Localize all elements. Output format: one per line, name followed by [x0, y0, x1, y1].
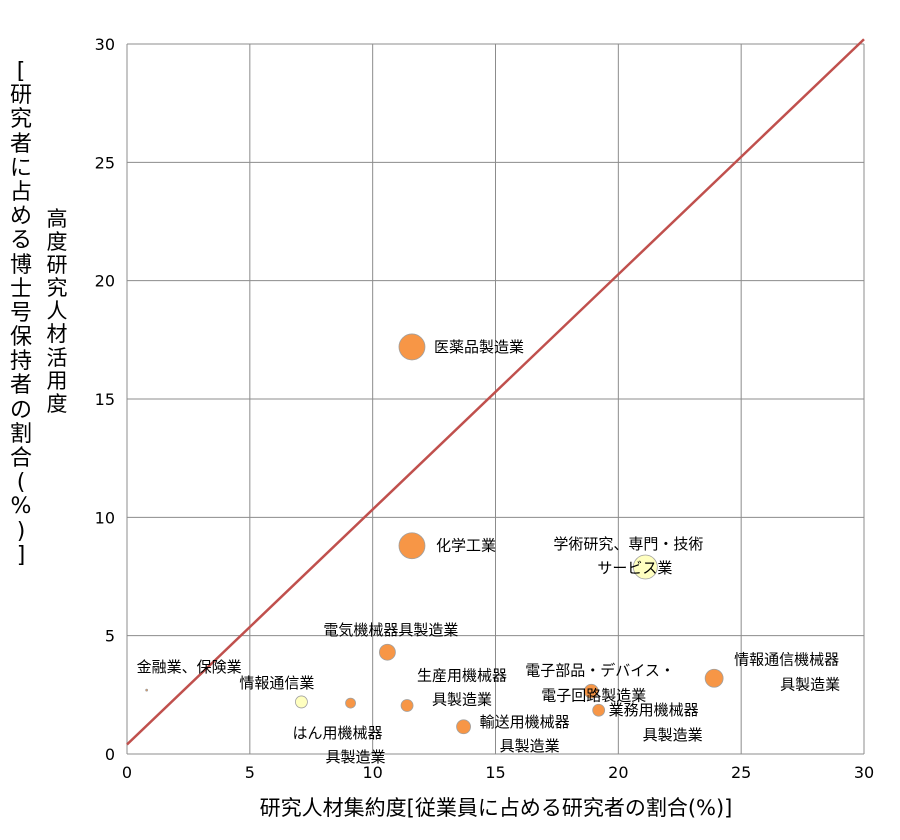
data-label: 情報通信業	[239, 674, 314, 692]
data-point	[379, 643, 396, 661]
data-label: 電子部品・デバイス・	[525, 661, 675, 679]
data-label: 学術研究、専門・技術	[553, 535, 703, 553]
data-point	[400, 699, 414, 712]
x-tick-label: 15	[485, 763, 505, 782]
data-points	[145, 333, 724, 735]
data-label: 電子回路製造業	[541, 686, 646, 704]
x-tick-label: 20	[608, 763, 628, 782]
x-axis-title: 研究人材集約度[従業員に占める研究者の割合(%)]	[260, 796, 733, 820]
x-tick-label: 0	[122, 763, 132, 782]
data-point	[592, 703, 606, 717]
data-label: 電気機械器具製造業	[323, 621, 458, 639]
y-tick-label: 0	[105, 745, 115, 764]
x-tick-label: 30	[854, 763, 874, 782]
data-label: 具製造業	[500, 737, 560, 755]
data-label: 輸送用機械器	[480, 713, 570, 731]
y-tick-label: 30	[95, 35, 115, 54]
data-label: サービス業	[597, 559, 672, 577]
diagonal-reference-line	[126, 38, 865, 746]
tick-labels: 0 5 10 15 20 25 30 0 5 10 15 20 25 30	[95, 35, 875, 782]
data-point	[632, 554, 658, 580]
axes	[126, 44, 864, 755]
data-label: 情報通信機械器	[734, 650, 839, 668]
x-tick-label: 5	[245, 763, 255, 782]
data-point	[398, 333, 426, 361]
data-point	[145, 688, 149, 692]
y-tick-label: 10	[95, 508, 115, 527]
data-label: 具製造業	[326, 748, 386, 766]
y-tick-label: 20	[95, 272, 115, 291]
data-label: 生産用機械器	[417, 666, 507, 684]
data-label: 業務用機械器	[609, 701, 699, 719]
x-tick-label: 10	[362, 763, 382, 782]
data-label: 金融業、保険業	[137, 658, 242, 676]
data-label: 医薬品製造業	[434, 338, 524, 356]
y-tick-label: 25	[95, 153, 115, 172]
data-point	[456, 719, 471, 735]
data-point	[295, 695, 308, 709]
data-point	[345, 697, 356, 709]
data-label: はん用機械器	[293, 724, 383, 742]
reference-line	[126, 38, 865, 746]
grid	[127, 43, 865, 754]
y-axis-subtitle: [研究者に占める博士号保持者の割合(%)]	[9, 59, 32, 568]
data-label: 化学工業	[436, 537, 496, 555]
data-point	[398, 532, 426, 560]
data-label: 具製造業	[643, 726, 703, 744]
data-label: 具製造業	[432, 690, 492, 708]
y-tick-label: 5	[105, 627, 115, 646]
data-point	[704, 668, 724, 688]
y-tick-label: 15	[95, 390, 115, 409]
data-point	[583, 683, 599, 699]
x-tick-label: 25	[731, 763, 751, 782]
y-axis-title: 高度研究人材活用度	[46, 207, 68, 416]
data-label: 具製造業	[780, 675, 840, 693]
